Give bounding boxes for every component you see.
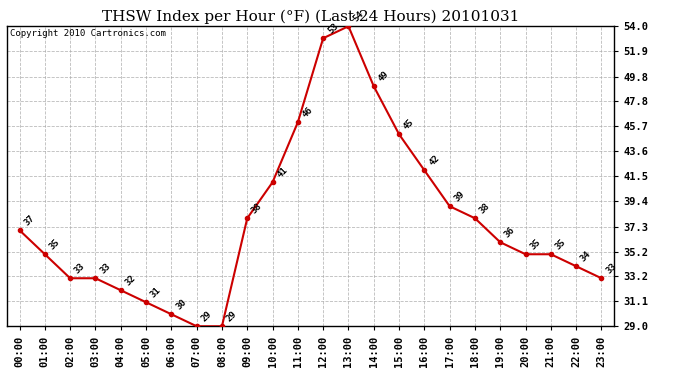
Text: 35: 35 (48, 237, 61, 252)
Text: 49: 49 (377, 69, 391, 84)
Text: 35: 35 (553, 237, 568, 252)
Text: 29: 29 (199, 309, 213, 324)
Text: 38: 38 (250, 201, 264, 216)
Text: 31: 31 (149, 285, 163, 300)
Text: 53: 53 (326, 21, 340, 36)
Text: 32: 32 (124, 273, 137, 288)
Text: 29: 29 (225, 309, 239, 324)
Text: 39: 39 (453, 189, 466, 204)
Text: THSW Index per Hour (°F) (Last 24 Hours) 20101031: THSW Index per Hour (°F) (Last 24 Hours)… (102, 9, 519, 24)
Text: 38: 38 (477, 201, 492, 216)
Text: 33: 33 (604, 261, 618, 276)
Text: 35: 35 (529, 237, 542, 252)
Text: 41: 41 (275, 165, 289, 180)
Text: 34: 34 (579, 249, 593, 264)
Text: 37: 37 (22, 213, 37, 228)
Text: 54: 54 (351, 9, 365, 24)
Text: 33: 33 (98, 261, 112, 276)
Text: 36: 36 (503, 225, 517, 240)
Text: Copyright 2010 Cartronics.com: Copyright 2010 Cartronics.com (10, 29, 166, 38)
Text: 33: 33 (73, 261, 87, 276)
Text: 42: 42 (427, 153, 441, 168)
Text: 30: 30 (174, 297, 188, 312)
Text: 46: 46 (301, 105, 315, 120)
Text: 45: 45 (402, 117, 416, 132)
